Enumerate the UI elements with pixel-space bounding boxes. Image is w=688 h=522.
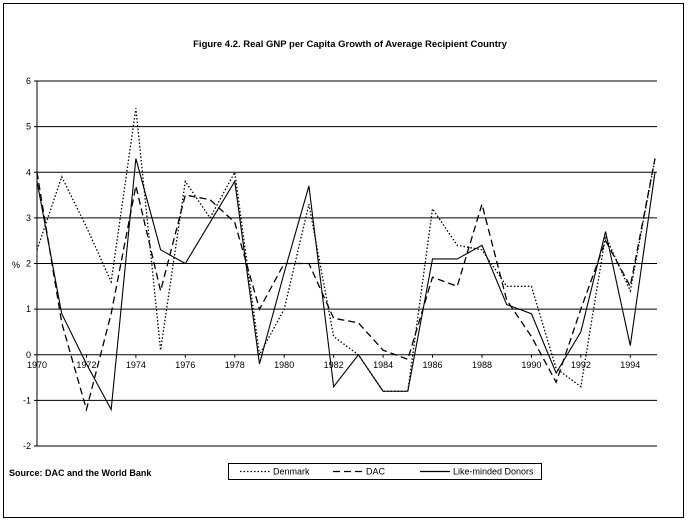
legend-label: Denmark: [273, 467, 310, 477]
x-tick-label: 1994: [620, 360, 640, 370]
y-axis-label: %: [12, 260, 20, 270]
frame: [3, 3, 684, 518]
x-tick-label: 1984: [373, 360, 393, 370]
y-tick-label: 6: [26, 76, 31, 86]
y-tick-label: -2: [23, 441, 31, 451]
x-tick-label: 1974: [126, 360, 146, 370]
y-tick-label: 0: [26, 350, 31, 360]
y-tick-label: 2: [26, 259, 31, 269]
chart-title: Figure 4.2. Real GNP per Capita Growth o…: [193, 39, 507, 50]
y-tick-label: 4: [26, 167, 31, 177]
legend-box: [228, 463, 542, 480]
series-line: [36, 158, 656, 412]
y-tick-label: 5: [26, 122, 31, 132]
x-tick-label: 1970: [27, 360, 47, 370]
y-tick-label: -1: [23, 395, 31, 405]
x-tick-label: 1982: [324, 360, 344, 370]
source-note: Source: DAC and the World Bank: [9, 468, 152, 478]
x-tick-label: 1986: [423, 360, 443, 370]
x-tick-label: 1980: [274, 360, 294, 370]
x-tick-label: 1988: [472, 360, 492, 370]
x-tick-label: 1990: [521, 360, 541, 370]
legend-label: DAC: [366, 467, 386, 477]
legend-label: Like-minded Donors: [453, 467, 534, 477]
x-tick-label: 1978: [225, 360, 245, 370]
x-tick-label: 1976: [175, 360, 195, 370]
y-tick-label: 3: [26, 213, 31, 223]
x-tick-label: 1992: [571, 360, 591, 370]
series-line: [36, 158, 656, 412]
y-tick-label: 1: [26, 304, 31, 314]
